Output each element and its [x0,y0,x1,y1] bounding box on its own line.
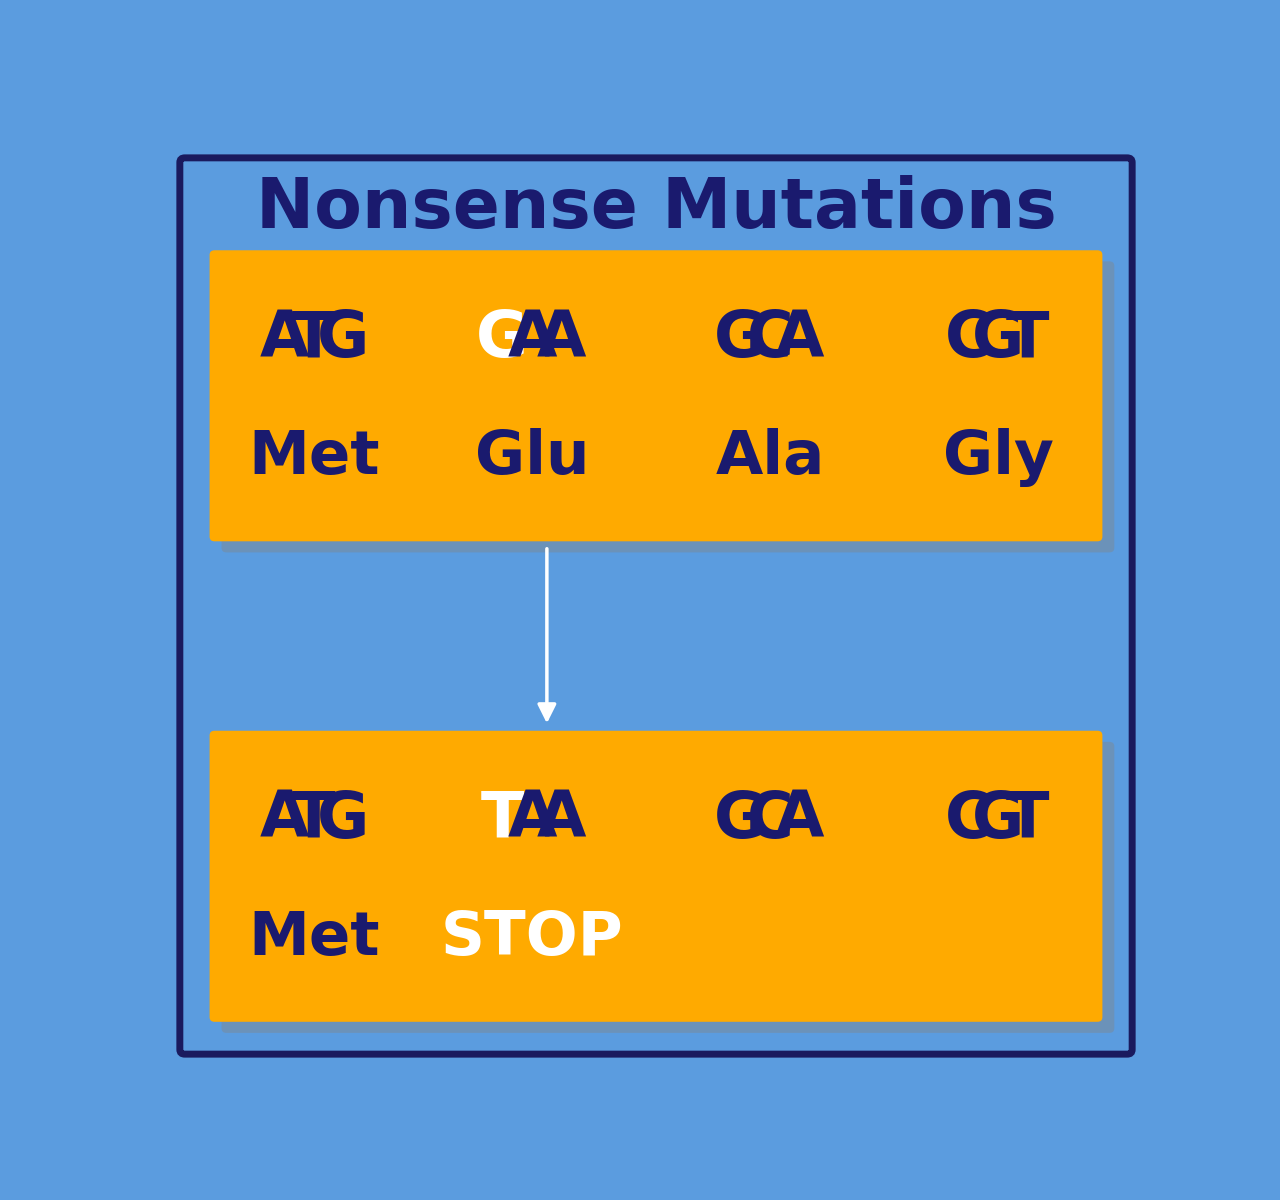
Text: A: A [260,788,308,851]
Text: A: A [538,308,586,371]
Text: G: G [972,788,1024,851]
Text: G: G [714,308,767,371]
Text: Nonsense Mutations: Nonsense Mutations [256,175,1056,242]
Text: T: T [292,308,335,371]
Text: G: G [317,308,370,371]
Text: C: C [945,308,992,371]
Text: G: G [317,788,370,851]
Text: G: G [972,308,1024,371]
Text: Met: Met [248,428,379,487]
Text: A: A [507,308,557,371]
Text: A: A [260,308,308,371]
FancyBboxPatch shape [179,158,1132,1054]
Text: A: A [507,788,557,851]
Text: T: T [1006,308,1050,371]
Text: A: A [776,308,824,371]
FancyBboxPatch shape [210,731,1102,1022]
Text: STOP: STOP [440,908,623,967]
FancyBboxPatch shape [210,251,1102,541]
Text: Met: Met [248,908,379,967]
Text: C: C [746,788,794,851]
Text: Gly: Gly [943,428,1053,487]
Text: G: G [476,308,529,371]
FancyBboxPatch shape [221,262,1115,552]
Text: Glu: Glu [475,428,589,487]
Text: Ala: Ala [716,428,824,487]
Text: A: A [776,788,824,851]
Text: T: T [1006,788,1050,851]
Text: A: A [538,788,586,851]
FancyBboxPatch shape [221,742,1115,1033]
Text: C: C [945,788,992,851]
Text: T: T [292,788,335,851]
Text: G: G [714,788,767,851]
Text: C: C [746,308,794,371]
Text: T: T [480,788,524,851]
